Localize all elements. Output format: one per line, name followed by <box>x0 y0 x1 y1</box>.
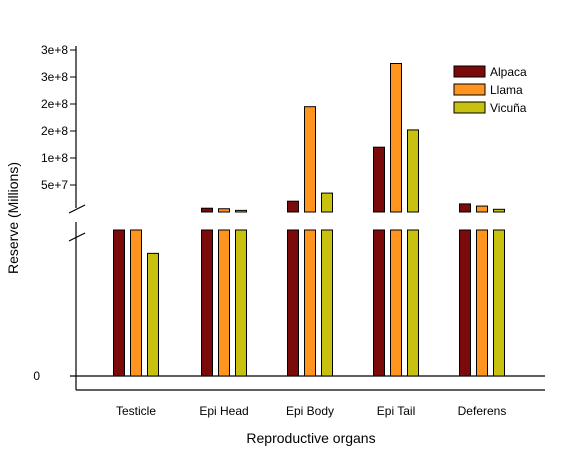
y-tick-label: 5e+7 <box>41 178 68 192</box>
bar <box>493 208 505 213</box>
x-tick-label: Testicle <box>116 404 156 418</box>
y-tick-label: 3e+8 <box>41 70 68 84</box>
bar <box>390 229 402 377</box>
x-axis-label: Reproductive organs <box>246 430 375 446</box>
bar <box>201 207 213 213</box>
x-tick-label: Epi Tail <box>377 404 415 418</box>
bar <box>287 200 299 213</box>
bar <box>493 229 505 377</box>
bar <box>113 229 125 377</box>
y-tick-label: 2e+8 <box>41 124 68 138</box>
bar <box>459 203 471 213</box>
axis-break-mark <box>68 204 86 214</box>
bar <box>130 229 142 377</box>
tick-labels: 5e+7 1e+8 2e+8 2e+8 3e+8 3e+8 0 Testicle Epi Hea… <box>33 43 506 418</box>
bar <box>390 63 402 213</box>
y-tick-label: 3e+8 <box>41 43 68 57</box>
bars <box>113 63 505 377</box>
bar <box>235 229 247 377</box>
bar <box>321 192 333 213</box>
legend-swatch <box>453 65 486 78</box>
y-tick-label: 1e+8 <box>41 151 68 165</box>
legend: Alpaca Llama Vicuña <box>453 65 527 115</box>
bar <box>304 229 316 377</box>
legend-label: Alpaca <box>490 65 527 79</box>
y-tick-label: 0 <box>33 369 40 383</box>
axis-break-mark <box>68 232 86 242</box>
bar <box>218 208 230 213</box>
bar <box>287 229 299 377</box>
bar <box>407 229 419 377</box>
bar <box>476 229 488 377</box>
y-tick-label: 2e+8 <box>41 97 68 111</box>
x-tick-label: Deferens <box>458 404 507 418</box>
bar <box>201 229 213 377</box>
bar <box>373 229 385 377</box>
legend-swatch <box>453 83 486 96</box>
bar <box>218 229 230 377</box>
bar <box>147 252 159 377</box>
bar <box>304 106 316 213</box>
bar <box>459 229 471 377</box>
legend-label: Vicuña <box>490 101 527 115</box>
bar <box>235 209 247 213</box>
bar <box>407 129 419 213</box>
x-tick-label: Epi Head <box>199 404 248 418</box>
bar <box>373 146 385 213</box>
legend-swatch <box>453 101 486 114</box>
x-tick-label: Epi Body <box>286 404 334 418</box>
bar <box>321 229 333 377</box>
bar <box>476 205 488 213</box>
y-axis-label: Reserve (Millions) <box>5 162 21 274</box>
legend-label: Llama <box>490 83 523 97</box>
